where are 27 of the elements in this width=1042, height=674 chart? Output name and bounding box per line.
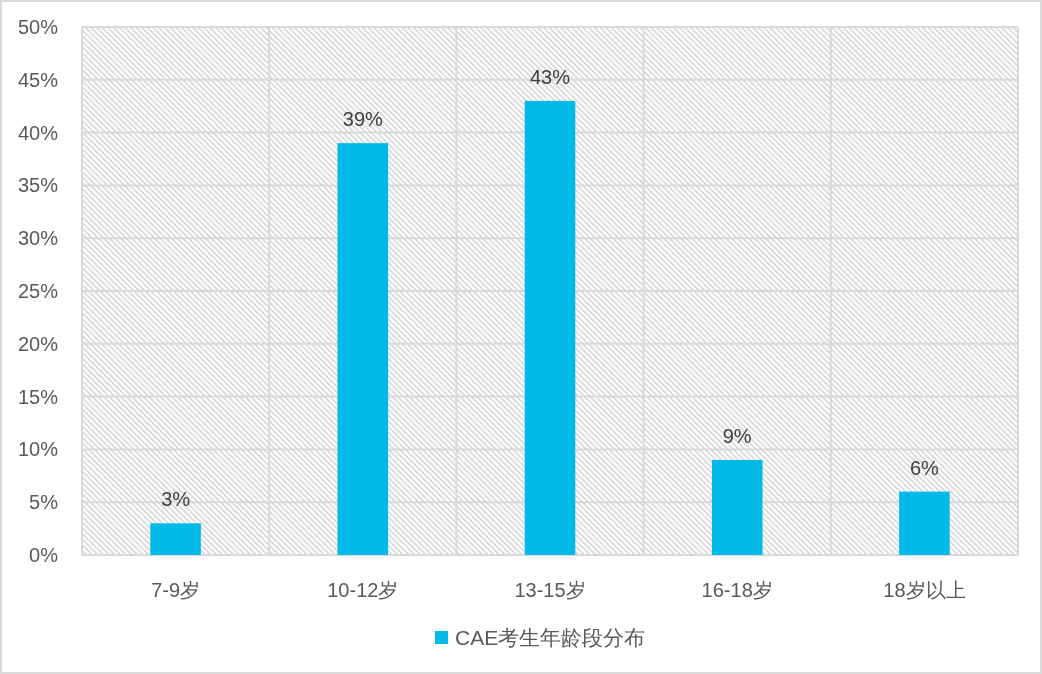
x-tick-label: 18岁以上 [883, 579, 966, 601]
text: 3% [161, 488, 191, 511]
bar [711, 459, 763, 555]
bar [337, 143, 389, 555]
text: 9% [722, 424, 752, 447]
bar [524, 100, 576, 555]
x-tick-label: 10-12岁 [327, 579, 399, 601]
x-tick-label: 16-18岁 [701, 579, 773, 601]
bar [150, 523, 201, 555]
x-tick-label: 7-9岁 [151, 579, 201, 601]
y-tick-label: 15% [17, 385, 59, 408]
y-tick-label: 0% [29, 544, 59, 566]
y-tick-label: 35% [17, 174, 59, 197]
text: 6% [909, 456, 939, 479]
text: 39% [342, 108, 383, 131]
y-tick-label: 20% [17, 332, 59, 355]
y-tick-label: 30% [17, 227, 59, 250]
y-tick-label: 10% [17, 438, 59, 461]
text: 43% [529, 65, 571, 88]
y-tick-label: 40% [17, 121, 59, 144]
x-tick-label: 13-15岁 [514, 579, 586, 601]
bar [899, 491, 950, 555]
y-tick-label: 45% [17, 68, 59, 91]
y-tick-label: 25% [17, 280, 59, 302]
legend-label: CAE考生年龄段分布 [455, 626, 646, 650]
y-tick-label: 50% [17, 16, 59, 38]
y-tick-label: 5% [29, 491, 59, 514]
